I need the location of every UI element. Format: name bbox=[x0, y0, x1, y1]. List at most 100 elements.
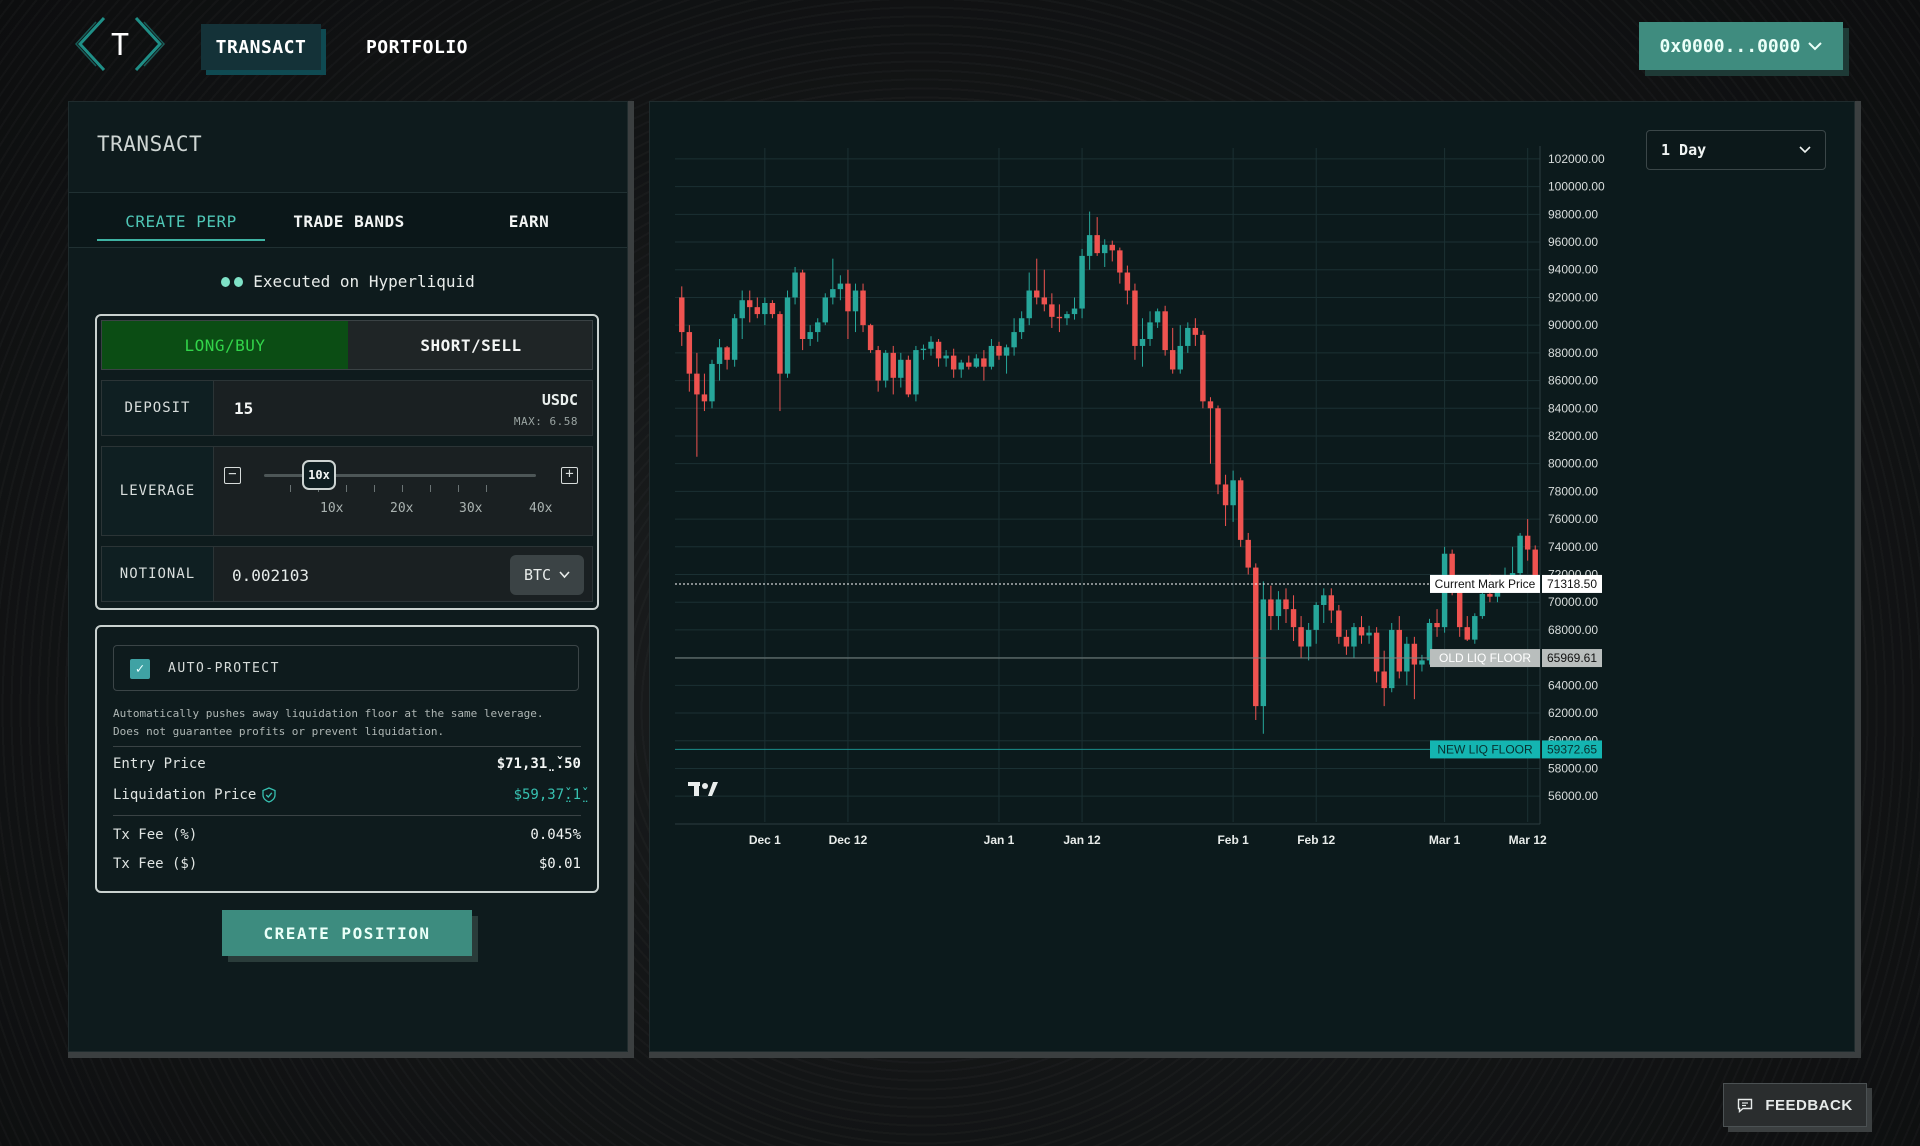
candle-body bbox=[1268, 599, 1274, 617]
order-form: LONG/BUY SHORT/SELL DEPOSIT 15 USDC MAX:… bbox=[95, 314, 599, 610]
y-axis-tick-label: 70000.00 bbox=[1548, 595, 1598, 609]
auto-protect-desc-line: Automatically pushes away liquidation fl… bbox=[113, 707, 544, 720]
execution-venue-label: Executed on Hyperliquid bbox=[253, 272, 475, 291]
candle-body bbox=[905, 359, 912, 395]
transact-panel: TRANSACT CREATE PERP TRADE BANDS EARN Ex… bbox=[68, 101, 628, 1052]
y-axis-tick-label: 92000.00 bbox=[1548, 290, 1598, 304]
panel-title: TRANSACT bbox=[97, 132, 203, 156]
y-axis-tick-label: 76000.00 bbox=[1548, 512, 1598, 526]
create-position-button[interactable]: CREATE POSITION bbox=[222, 910, 472, 956]
plus-icon[interactable]: + bbox=[561, 467, 578, 484]
tab-trade-bands[interactable]: TRADE BANDS bbox=[293, 211, 405, 231]
short-sell-button[interactable]: SHORT/SELL bbox=[420, 335, 522, 355]
slider-tick bbox=[402, 485, 403, 492]
tx-fee-pct-label: Tx Fee (%) bbox=[113, 827, 198, 843]
interval-select[interactable]: 1 Day bbox=[1646, 130, 1826, 170]
entry-price-label: Entry Price bbox=[113, 756, 206, 772]
feedback-button[interactable]: FEEDBACK bbox=[1723, 1083, 1867, 1127]
candle-body bbox=[981, 358, 987, 367]
candle-body bbox=[694, 373, 700, 395]
long-buy-button[interactable]: LONG/BUY bbox=[102, 321, 348, 369]
deposit-currency: USDC bbox=[541, 391, 578, 409]
asset-select[interactable]: BTC bbox=[510, 555, 584, 595]
candle-body bbox=[1449, 553, 1455, 589]
auto-protect-checkbox[interactable]: ✓ bbox=[130, 659, 150, 679]
wallet-button[interactable]: 0x0000...0000 bbox=[1639, 22, 1843, 70]
candle-body bbox=[1524, 535, 1531, 550]
price-chart[interactable]: 102000.00 100000.00 98000.00 96000.00 94000.… bbox=[650, 102, 1854, 1051]
candle-body bbox=[1358, 627, 1365, 636]
y-axis-tick-label: 96000.00 bbox=[1548, 235, 1598, 249]
tx-fee-pct-value: 0.045% bbox=[530, 827, 581, 843]
leverage-slider-track[interactable] bbox=[264, 474, 536, 477]
notional-label: NOTIONAL bbox=[102, 547, 214, 601]
candle-body bbox=[1185, 327, 1191, 346]
leverage-tick-label[interactable]: 10x bbox=[320, 501, 344, 516]
candle-body bbox=[1154, 311, 1161, 323]
y-axis-tick-label: 64000.00 bbox=[1548, 678, 1598, 692]
candle-body bbox=[1132, 290, 1138, 346]
candle-body bbox=[875, 350, 881, 381]
candle-body bbox=[898, 359, 904, 378]
candle-body bbox=[852, 290, 859, 312]
candle-body bbox=[996, 345, 1002, 356]
chevron-down-icon bbox=[559, 571, 570, 579]
slider-tick bbox=[374, 485, 375, 492]
y-axis-tick-label: 56000.00 bbox=[1548, 789, 1598, 803]
candle-body bbox=[958, 362, 964, 370]
level-name-badge bbox=[1430, 574, 1540, 593]
candle-body bbox=[1192, 327, 1199, 335]
tab-create-perp[interactable]: CREATE PERP bbox=[97, 193, 265, 249]
minus-icon[interactable]: − bbox=[224, 467, 241, 484]
slider-tick bbox=[486, 485, 487, 492]
leverage-tick-label[interactable]: 20x bbox=[390, 501, 414, 516]
side-toggle: LONG/BUY SHORT/SELL bbox=[101, 320, 593, 370]
candle-body bbox=[1426, 622, 1433, 661]
leverage-tick-label[interactable]: 30x bbox=[459, 501, 483, 516]
candle-body bbox=[1479, 593, 1486, 617]
deposit-label: DEPOSIT bbox=[102, 381, 214, 435]
deposit-input[interactable]: 15 USDC MAX: 6.58 bbox=[214, 381, 592, 435]
x-axis-tick-label: Mar 1 bbox=[1429, 833, 1461, 847]
candle-body bbox=[731, 318, 738, 360]
candle-body bbox=[1117, 250, 1123, 273]
tradingview-logo-icon[interactable] bbox=[688, 782, 718, 796]
y-axis-tick-label: 90000.00 bbox=[1548, 318, 1598, 332]
candle-body bbox=[1290, 609, 1297, 628]
liquidation-price-value: $59,37̤̌.1̤̌ bbox=[513, 787, 581, 803]
leverage-tick-label[interactable]: 40x bbox=[529, 501, 553, 516]
candle-body bbox=[1434, 622, 1440, 628]
candle-body bbox=[1162, 311, 1168, 351]
deposit-value: 15 bbox=[234, 399, 254, 418]
candle-body bbox=[890, 352, 896, 378]
brand-logo[interactable]: T bbox=[74, 12, 166, 76]
wallet-address: 0x0000...0000 bbox=[1659, 35, 1801, 57]
deposit-max[interactable]: MAX: 6.58 bbox=[513, 415, 578, 428]
candle-body bbox=[769, 302, 776, 315]
nav-tab-transact[interactable]: TRANSACT bbox=[201, 24, 321, 70]
auto-protect-toggle[interactable]: ✓ AUTO-PROTECT bbox=[113, 645, 579, 691]
candle-body bbox=[1086, 235, 1093, 256]
leverage-label: LEVERAGE bbox=[102, 447, 214, 535]
candle-body bbox=[1517, 535, 1523, 574]
leverage-slider-thumb[interactable]: 10x bbox=[302, 460, 336, 490]
candle-body bbox=[1041, 297, 1048, 305]
chevron-down-icon bbox=[1799, 146, 1811, 154]
tab-earn[interactable]: EARN bbox=[508, 211, 550, 231]
notional-input[interactable]: 0.002103 BTC bbox=[214, 547, 592, 601]
divider bbox=[113, 815, 581, 816]
candle-body bbox=[1102, 244, 1108, 254]
liquidation-price-row: Liquidation Price bbox=[113, 787, 276, 803]
candle-body bbox=[1215, 408, 1221, 485]
nav-tab-portfolio[interactable]: PORTFOLIO bbox=[365, 36, 469, 58]
candle-body bbox=[1207, 401, 1214, 409]
hyperliquid-icon bbox=[221, 275, 244, 289]
candle-body bbox=[747, 300, 753, 308]
candle-body bbox=[1305, 629, 1312, 647]
candle-body bbox=[1018, 318, 1025, 333]
level-value-label: 71318.50 bbox=[1547, 577, 1597, 591]
shield-check-icon bbox=[262, 787, 276, 803]
candle-body bbox=[1283, 599, 1289, 610]
level-value-badge bbox=[1542, 740, 1602, 759]
candle-body bbox=[1079, 255, 1085, 309]
